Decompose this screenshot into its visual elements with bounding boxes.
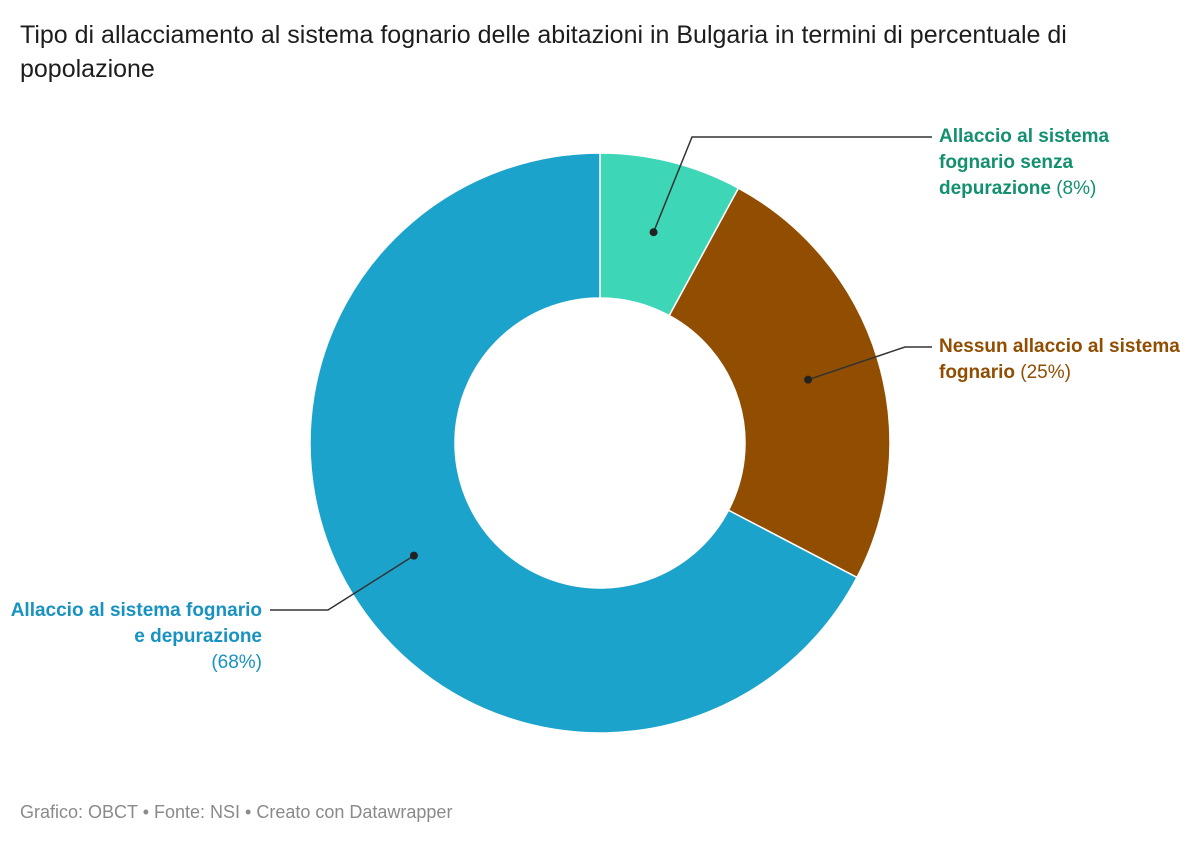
slice-label-text: Allaccio al sistema fognario senza depur… [939, 126, 1110, 199]
leader-line [270, 554, 415, 611]
slice-value-label: (25%) [1020, 362, 1071, 383]
slice-label-text: Nessun allaccio al sistema fognario [939, 336, 1180, 383]
chart-footer: Grafico: OBCT • Fonte: NSI • Creato con … [20, 802, 453, 822]
chart-title: Tipo di allacciamento al sistema fognari… [20, 21, 1067, 83]
slice-value-label: (68%) [211, 652, 262, 673]
leader-line [807, 346, 932, 381]
leader-dot [804, 375, 813, 384]
slice-label-senza-depurazione: Allaccio al sistema fognario senza depur… [939, 124, 1179, 202]
leader-dot [409, 551, 418, 560]
donut-slice [668, 187, 891, 579]
slice-label-e-depurazione: Allaccio al sistema fognario e depurazio… [10, 598, 262, 676]
donut-slice [309, 152, 858, 734]
slice-label-text: Allaccio al sistema fognario e depurazio… [10, 600, 262, 647]
leader-line [652, 136, 932, 233]
leader-dot [649, 228, 658, 237]
slice-label-nessun-allaccio: Nessun allaccio al sistema fognario (25%… [939, 334, 1189, 386]
slice-value-label: (8%) [1056, 178, 1097, 199]
